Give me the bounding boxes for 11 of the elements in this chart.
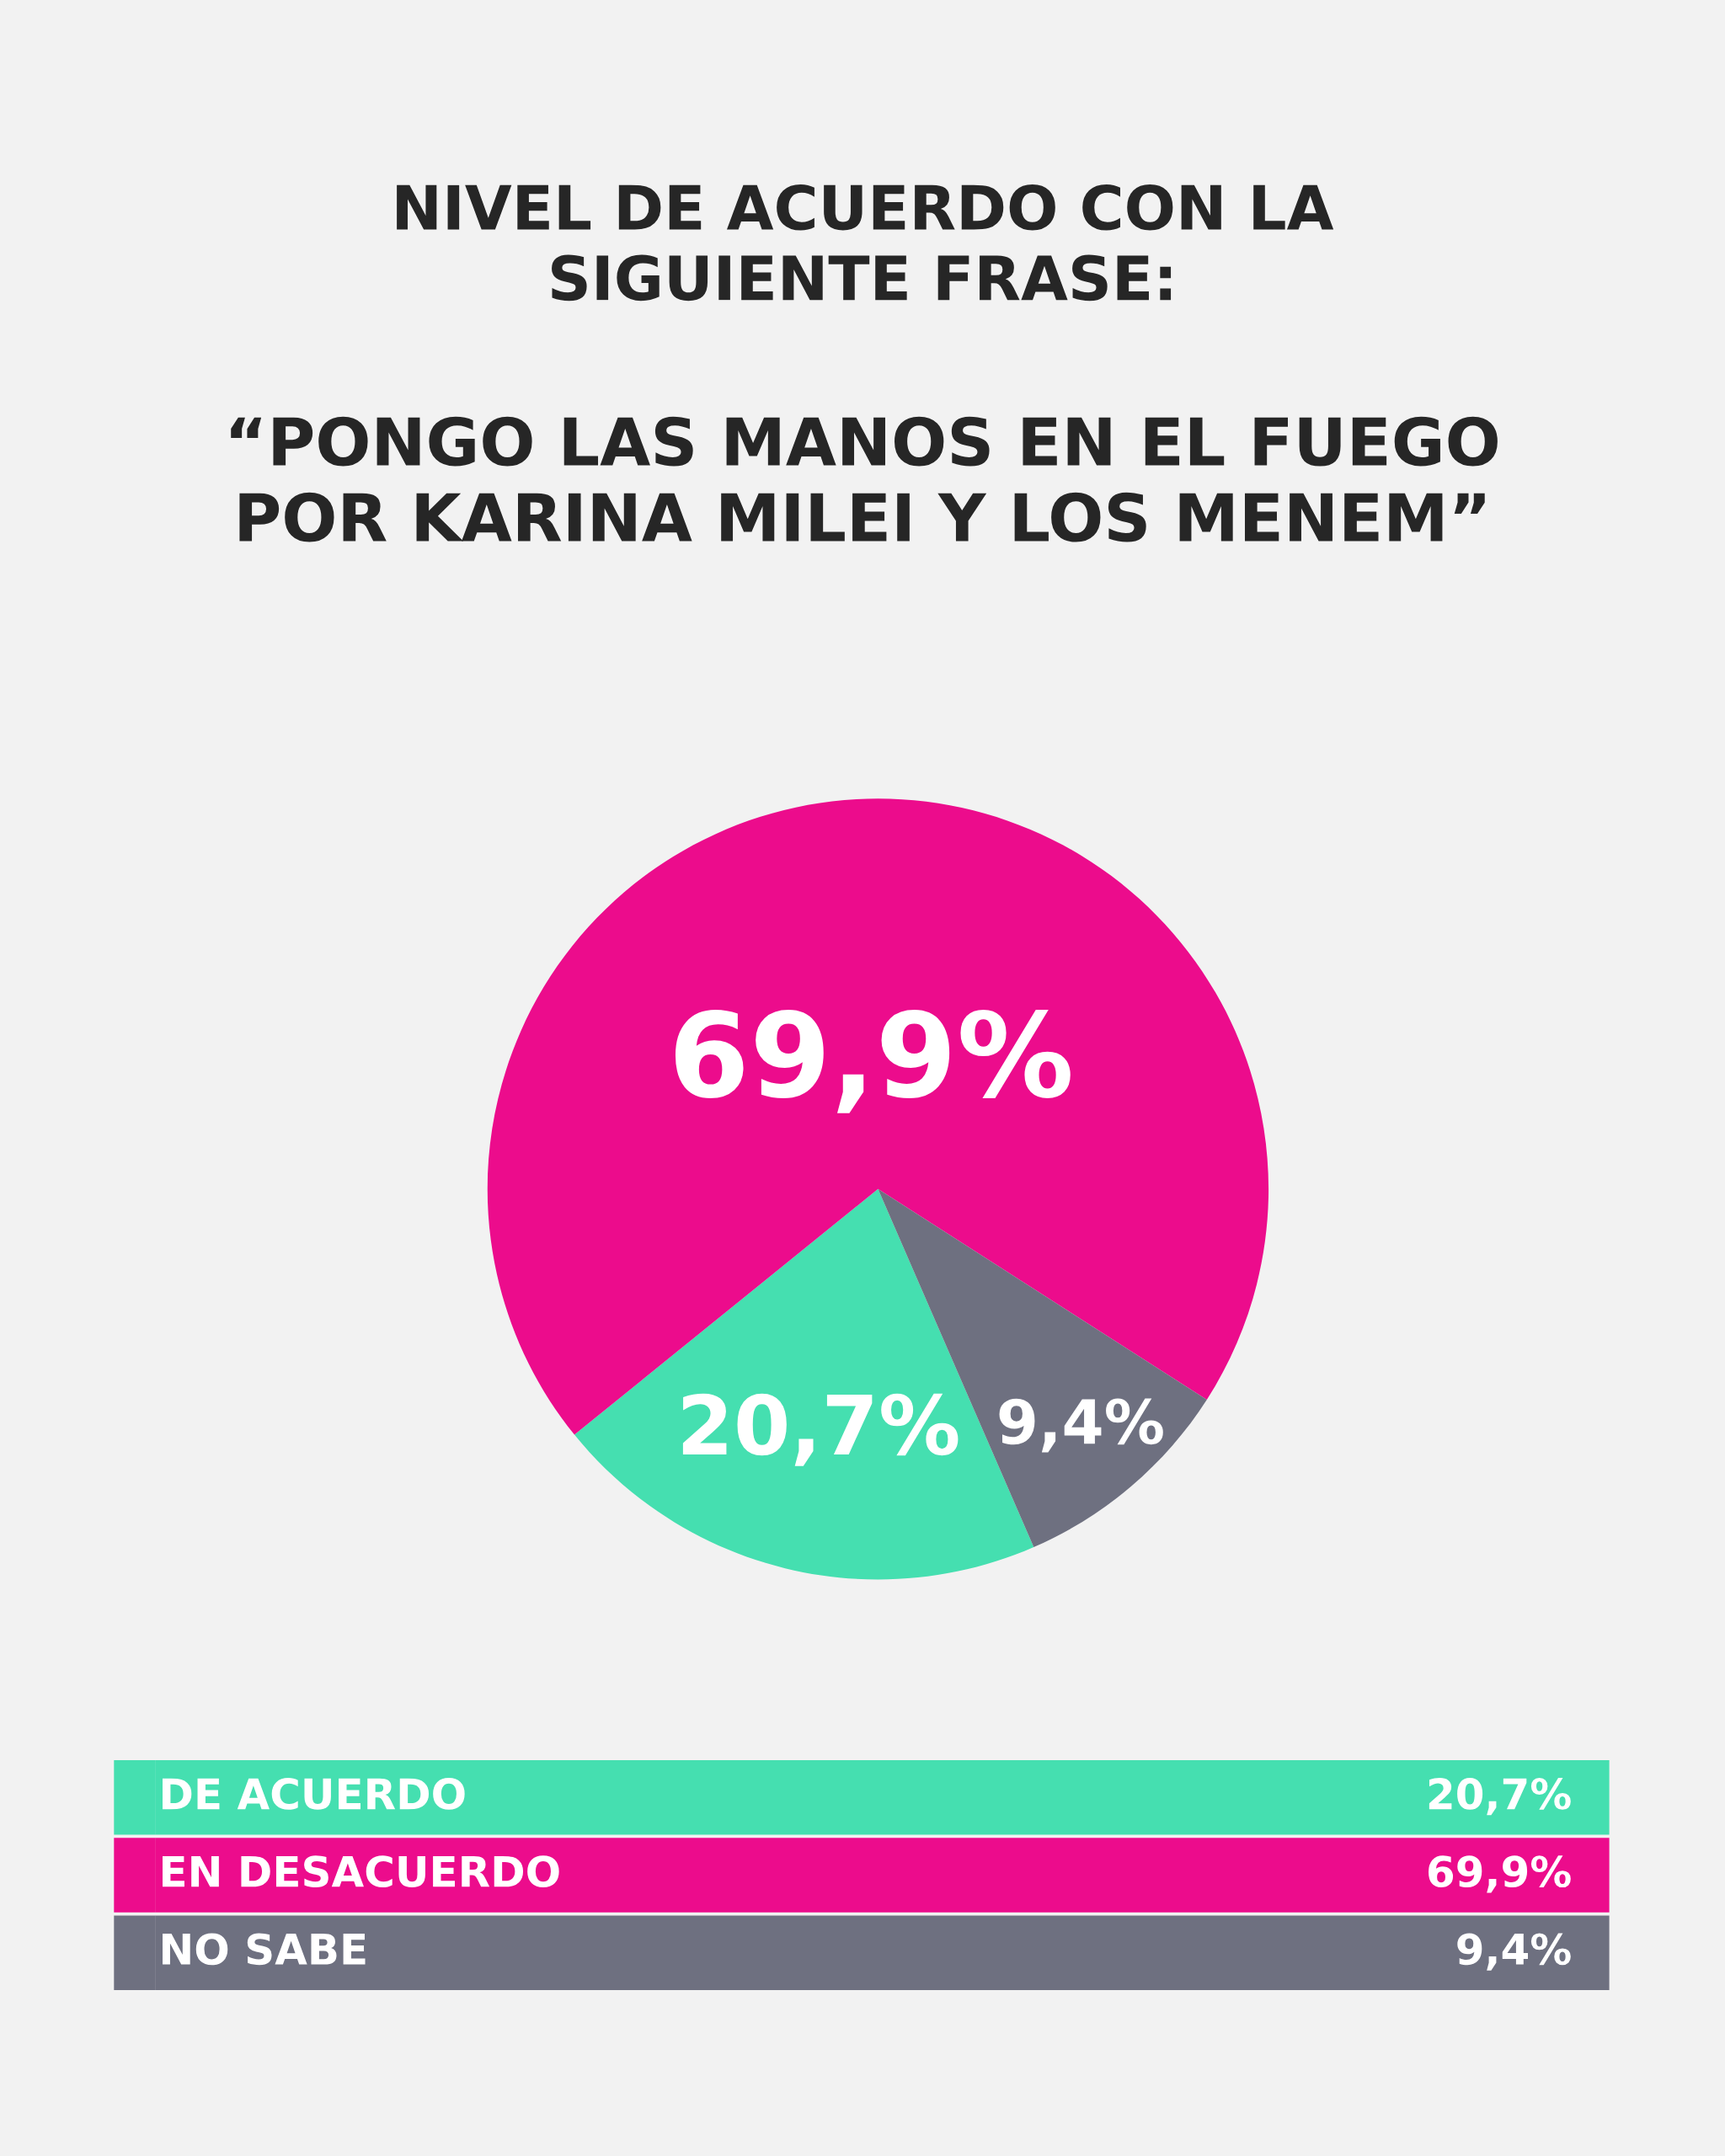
chart-subtitle: “PONGO LAS MANOS EN EL FUEGO POR KARINA MILEI Y LOS MENEM”	[231, 416, 1498, 542]
text: 20,7%	[1429, 1778, 1571, 1816]
chart-title: NIVEL DE ACUERDO CON LA SIGUIENTE FRASE:	[397, 184, 1334, 302]
text: 69,9%	[1429, 1855, 1571, 1893]
text: 9,4%	[1457, 1933, 1571, 1971]
data-label: 20,7%	[682, 1393, 959, 1466]
data-label: 9,4%	[999, 1398, 1163, 1453]
legend-label: NO SABE	[163, 1933, 366, 1966]
legend-label: EN DESACUERDO	[163, 1855, 559, 1888]
data-label: 69,9%	[675, 1009, 1071, 1113]
legend-label: DE ACUERDO	[163, 1778, 465, 1810]
